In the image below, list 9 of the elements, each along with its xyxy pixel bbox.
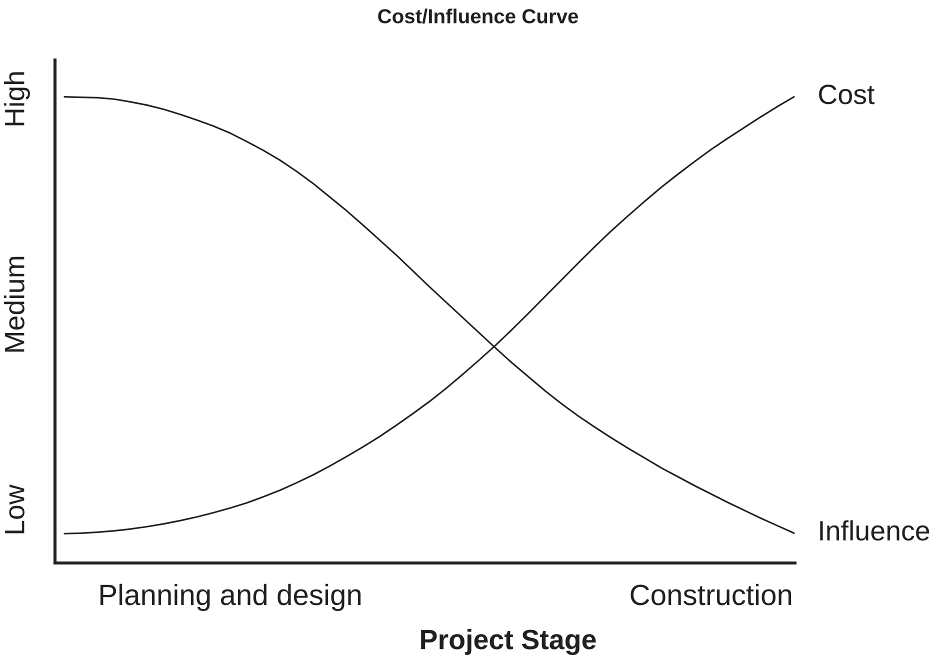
text: Low — [5, 484, 24, 534]
text: Medium — [4, 256, 24, 352]
x-tick-label: Construction — [630, 584, 792, 606]
x-axis-title: Project Stage — [421, 628, 596, 656]
chart-title: Cost/Influence Curve — [378, 8, 578, 24]
x-tick-label: Planning and design — [100, 584, 361, 612]
series-label: Influence — [820, 520, 930, 541]
text: High — [4, 72, 30, 126]
series-label: Cost — [819, 84, 875, 104]
